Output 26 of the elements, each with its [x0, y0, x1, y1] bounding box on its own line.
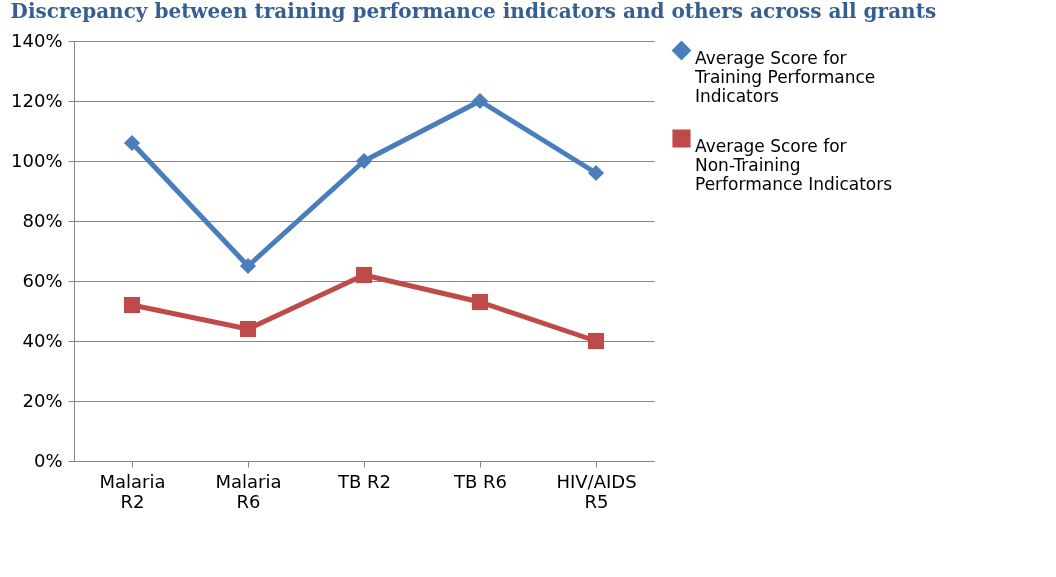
y-tick-label: 60% — [22, 269, 63, 291]
x-tick-label: Malaria R2 — [99, 470, 166, 512]
point — [123, 296, 141, 314]
y-tick-label: 100% — [11, 149, 63, 171]
legend-label: Average Score for Training Performance Indicators — [694, 47, 876, 106]
y-tick-label: 140% — [11, 29, 63, 51]
point — [355, 152, 373, 170]
point — [239, 257, 257, 275]
point — [355, 266, 373, 284]
point — [123, 134, 141, 152]
y-tick-label: 80% — [22, 209, 63, 231]
point — [239, 320, 257, 338]
point — [587, 332, 605, 350]
legend-label: Average Score for Non-Training Performance Indicators — [695, 135, 893, 194]
y-tick-label: 120% — [11, 89, 63, 111]
x-tick-label: Malaria R6 — [215, 470, 282, 512]
x-tick-label: TB R6 — [452, 470, 508, 492]
x-tick-label: HIV/AIDS R5 — [556, 470, 637, 512]
point — [471, 293, 489, 311]
point — [587, 164, 605, 182]
x-tick-label: TB R2 — [336, 470, 392, 492]
y-tick-label: 40% — [22, 329, 63, 351]
point — [471, 92, 489, 110]
chart-title: Discrepancy between training performance indicators and others across all grants — [10, 0, 937, 23]
y-tick-label: 0% — [33, 449, 63, 471]
y-tick-label: 20% — [22, 389, 63, 411]
